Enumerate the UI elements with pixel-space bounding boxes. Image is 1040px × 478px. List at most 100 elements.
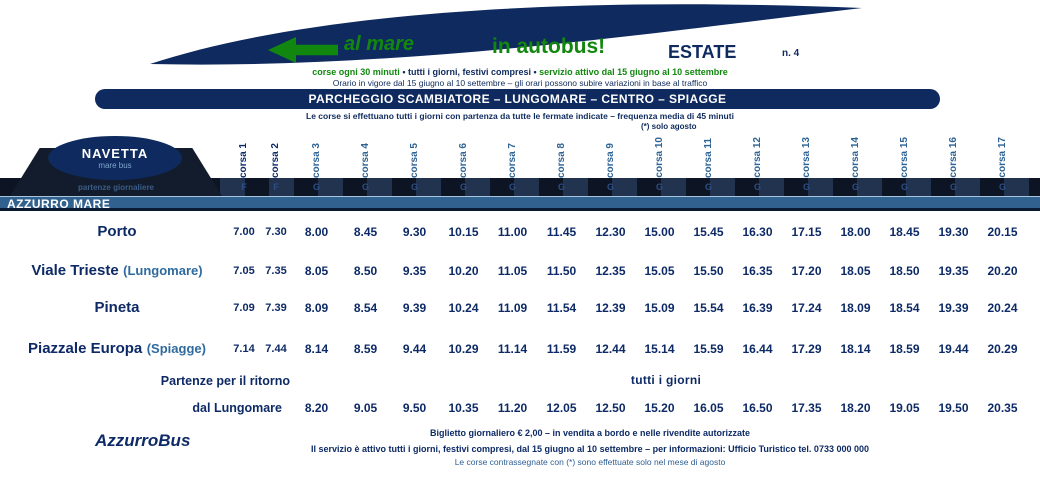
time-cell: 8.20 — [304, 401, 329, 415]
column-header: corsa 4 — [359, 142, 371, 178]
column-header: corsa 2 — [270, 142, 281, 178]
stop-label: Viale Trieste (Lungomare) — [31, 261, 203, 279]
frequency-note: Le corse si effettuano tutti i giorni co… — [306, 111, 734, 121]
frequency-marker: F — [273, 182, 279, 192]
time-cell: 16.30 — [742, 225, 773, 239]
stop-row: Viale Trieste (Lungomare) 7.05 7.35 8.05 8.… — [6, 252, 1036, 290]
time-cell: 18.05 — [840, 264, 871, 278]
column-header: corsa 14 — [849, 137, 861, 178]
corner-caption: partenze giornaliere — [77, 183, 155, 192]
time-cell: 7.39 — [265, 302, 287, 314]
time-cell: 10.15 — [448, 225, 479, 239]
column-header: corsa 11 — [702, 137, 714, 178]
time-cell: 15.50 — [693, 264, 724, 278]
time-cell: 17.29 — [791, 342, 822, 356]
time-cell: 7.14 — [233, 343, 255, 355]
stop-label: Piazzale Europa (Spiagge) — [28, 339, 206, 357]
stop-label: Pineta — [94, 298, 140, 316]
frequency-marker: F — [241, 182, 247, 192]
time-cell: 18.09 — [840, 301, 871, 315]
time-cell: 17.15 — [791, 225, 822, 239]
time-cell: 8.05 — [304, 264, 329, 278]
frequency-marker: G — [851, 182, 859, 192]
time-cell: 17.24 — [791, 301, 822, 315]
time-cell: 15.54 — [693, 301, 724, 315]
time-cell: 12.05 — [546, 401, 577, 415]
column-header: corsa 1 — [238, 142, 249, 178]
time-cell: 7.00 — [233, 226, 255, 238]
time-cell: 8.54 — [353, 301, 378, 315]
time-cell: 15.00 — [644, 225, 675, 239]
time-cell: 8.45 — [353, 225, 378, 239]
time-cell: 11.59 — [546, 342, 577, 356]
time-cell: 20.15 — [987, 225, 1018, 239]
time-cell: 11.20 — [497, 401, 528, 415]
time-cell: 20.20 — [987, 264, 1018, 278]
time-cell: 18.00 — [840, 225, 871, 239]
return-badge: tutti i giorni — [630, 373, 702, 387]
stop-row: Piazzale Europa (Spiagge) 7.14 7.44 8.14 8.… — [6, 330, 1036, 368]
time-cell: 11.05 — [497, 264, 528, 278]
time-cell: 11.09 — [497, 301, 528, 315]
time-cell: 10.29 — [448, 342, 479, 356]
column-header: corsa 16 — [947, 137, 959, 178]
stop-row: Pineta 7.09 7.39 8.09 8.54 9.39 10.24 11.09 11.… — [6, 294, 1036, 322]
time-cell: 15.05 — [644, 264, 675, 278]
bus-badge-sub: mare bus — [98, 161, 132, 170]
time-cell: 8.59 — [353, 342, 378, 356]
frequency-marker: G — [655, 182, 663, 192]
frequency-marker: G — [606, 182, 614, 192]
time-cell: 18.20 — [840, 401, 871, 415]
column-header: corsa 12 — [751, 137, 763, 178]
frequency-marker: G — [753, 182, 761, 192]
time-cell: 12.50 — [595, 401, 626, 415]
column-header: corsa 3 — [310, 142, 322, 178]
return-row: dal Lungomare 8.20 9.05 9.50 10.35 11.20 12.0… — [6, 396, 1036, 420]
time-cell: 10.24 — [448, 301, 479, 315]
frequency-marker: G — [459, 182, 467, 192]
time-cell: 11.54 — [546, 301, 577, 315]
footer-note-2: Il servizio è attivo tutti i giorni, fes… — [311, 444, 869, 454]
time-cell: 9.35 — [402, 264, 427, 278]
tagline-green-2: in autobus! — [492, 35, 606, 58]
validity-subtitle: Orario in vigore dal 15 giugno al 10 set… — [332, 78, 708, 88]
time-cell: 16.39 — [742, 301, 773, 315]
frequency-marker: G — [802, 182, 810, 192]
time-cell: 16.05 — [693, 401, 724, 415]
bus-badge: NAVETTA mare bus — [48, 136, 182, 180]
time-cell: 16.50 — [742, 401, 773, 415]
time-cell: 12.30 — [595, 225, 626, 239]
asterisk-note: (*) solo agosto — [641, 122, 697, 131]
time-cell: 9.44 — [402, 342, 427, 356]
time-cell: 9.05 — [353, 401, 378, 415]
time-cell: 18.50 — [889, 264, 920, 278]
column-header: corsa 8 — [555, 142, 567, 178]
time-cell: 20.29 — [987, 342, 1018, 356]
time-cell: 10.35 — [448, 401, 479, 415]
return-title: Partenze per il ritorno — [160, 374, 290, 388]
column-header: corsa 6 — [457, 142, 469, 178]
time-cell: 15.45 — [693, 225, 724, 239]
time-cell: 9.30 — [402, 225, 427, 239]
time-cell: 17.20 — [791, 264, 822, 278]
frequency-marker: G — [410, 182, 418, 192]
column-header: corsa 5 — [408, 142, 420, 178]
subline-part: servizio attivo dal 15 giugno al 10 sett… — [539, 67, 728, 77]
frequency-marker: G — [704, 182, 712, 192]
subline-part: • tutti i giorni, festivi compresi • — [399, 67, 540, 77]
time-cell: 8.09 — [304, 301, 329, 315]
time-cell: 10.20 — [448, 264, 479, 278]
time-cell: 7.35 — [265, 265, 287, 277]
frequency-marker: G — [900, 182, 908, 192]
time-cell: 11.14 — [497, 342, 528, 356]
time-cell: 15.59 — [693, 342, 724, 356]
time-cell: 8.50 — [353, 264, 378, 278]
time-cell: 18.14 — [840, 342, 871, 356]
stop-label: Porto — [97, 222, 137, 240]
tagline-navy: ESTATE — [668, 42, 737, 62]
time-cell: 9.50 — [402, 401, 427, 415]
footer-brand: AzzurroBus — [95, 431, 191, 450]
time-cell: 7.09 — [233, 302, 255, 314]
